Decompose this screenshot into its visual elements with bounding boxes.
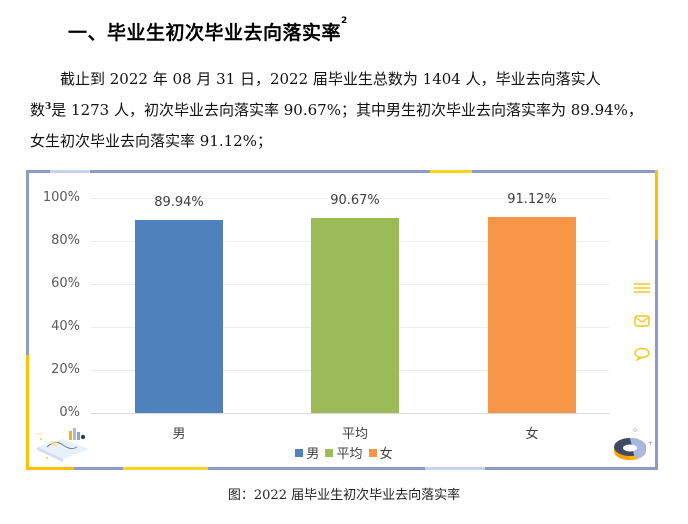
legend-swatch <box>368 448 377 457</box>
bar-male <box>135 220 223 413</box>
x-category-label: 女 <box>525 427 539 442</box>
footnote-marker: 3 <box>45 102 52 112</box>
y-tick-100: 100% <box>42 190 80 205</box>
bar-value-label: 89.94% <box>154 195 204 210</box>
mail-icon[interactable] <box>631 313 653 329</box>
paragraph-line-2-post: 是 1273 人，初次毕业去向落实率 90.67%；其中男生初次毕业去向落实率为… <box>51 101 643 119</box>
legend-label: 男 <box>306 447 320 462</box>
x-category-label: 平均 <box>341 427 368 442</box>
y-tick-80: 80% <box>51 233 80 248</box>
figure-caption: 图：2022 届毕业生初次毕业去向落实率 <box>227 488 461 503</box>
summary-paragraph: 截止到 2022 年 08 月 31 日，2022 届毕业生总数为 1404 人… <box>30 64 670 157</box>
legend-label: 女 <box>379 447 393 462</box>
y-tick-40: 40% <box>51 319 80 334</box>
gridline <box>91 198 609 199</box>
comment-icon[interactable] <box>631 346 653 362</box>
section-heading-text: 一、毕业生初次毕业去向落实率 <box>68 22 342 44</box>
bar-value-label: 90.67% <box>330 193 380 208</box>
legend-item-male: 男 <box>295 443 319 462</box>
legend-label: 平均 <box>336 447 363 462</box>
legend-swatch <box>295 448 304 457</box>
section-heading: 一、毕业生初次毕业去向落实率2 <box>68 16 348 45</box>
x-axis-line <box>91 413 609 414</box>
x-category-label: 男 <box>172 427 186 442</box>
y-tick-0: 0% <box>59 405 80 420</box>
paragraph-line-3: 女生初次毕业去向落实率 91.12%； <box>30 132 272 150</box>
svg-text:+: + <box>648 440 653 447</box>
menu-icon[interactable] <box>631 280 653 296</box>
paragraph-line-2: 数3是 1273 人，初次毕业去向落实率 90.67%；其中男生初次毕业去向落实… <box>30 95 670 126</box>
paragraph-line-1: 截止到 2022 年 08 月 31 日，2022 届毕业生总数为 1404 人… <box>60 70 601 88</box>
footnote-marker: 2 <box>341 16 348 26</box>
paragraph-line-2-pre: 数 <box>30 101 46 119</box>
legend-swatch <box>325 448 334 457</box>
y-tick-60: 60% <box>51 276 80 291</box>
chart-illustration-icon <box>35 428 89 462</box>
legend-item-average: 平均 <box>325 443 363 462</box>
bar-female <box>488 217 576 413</box>
donut-illustration-icon: + <box>614 428 653 460</box>
legend-item-female: 女 <box>368 443 393 462</box>
y-tick-20: 20% <box>51 362 80 377</box>
chart-legend: 男 平均 女 <box>0 443 688 462</box>
bar-value-label: 91.12% <box>507 192 557 207</box>
bar-average <box>311 218 399 413</box>
